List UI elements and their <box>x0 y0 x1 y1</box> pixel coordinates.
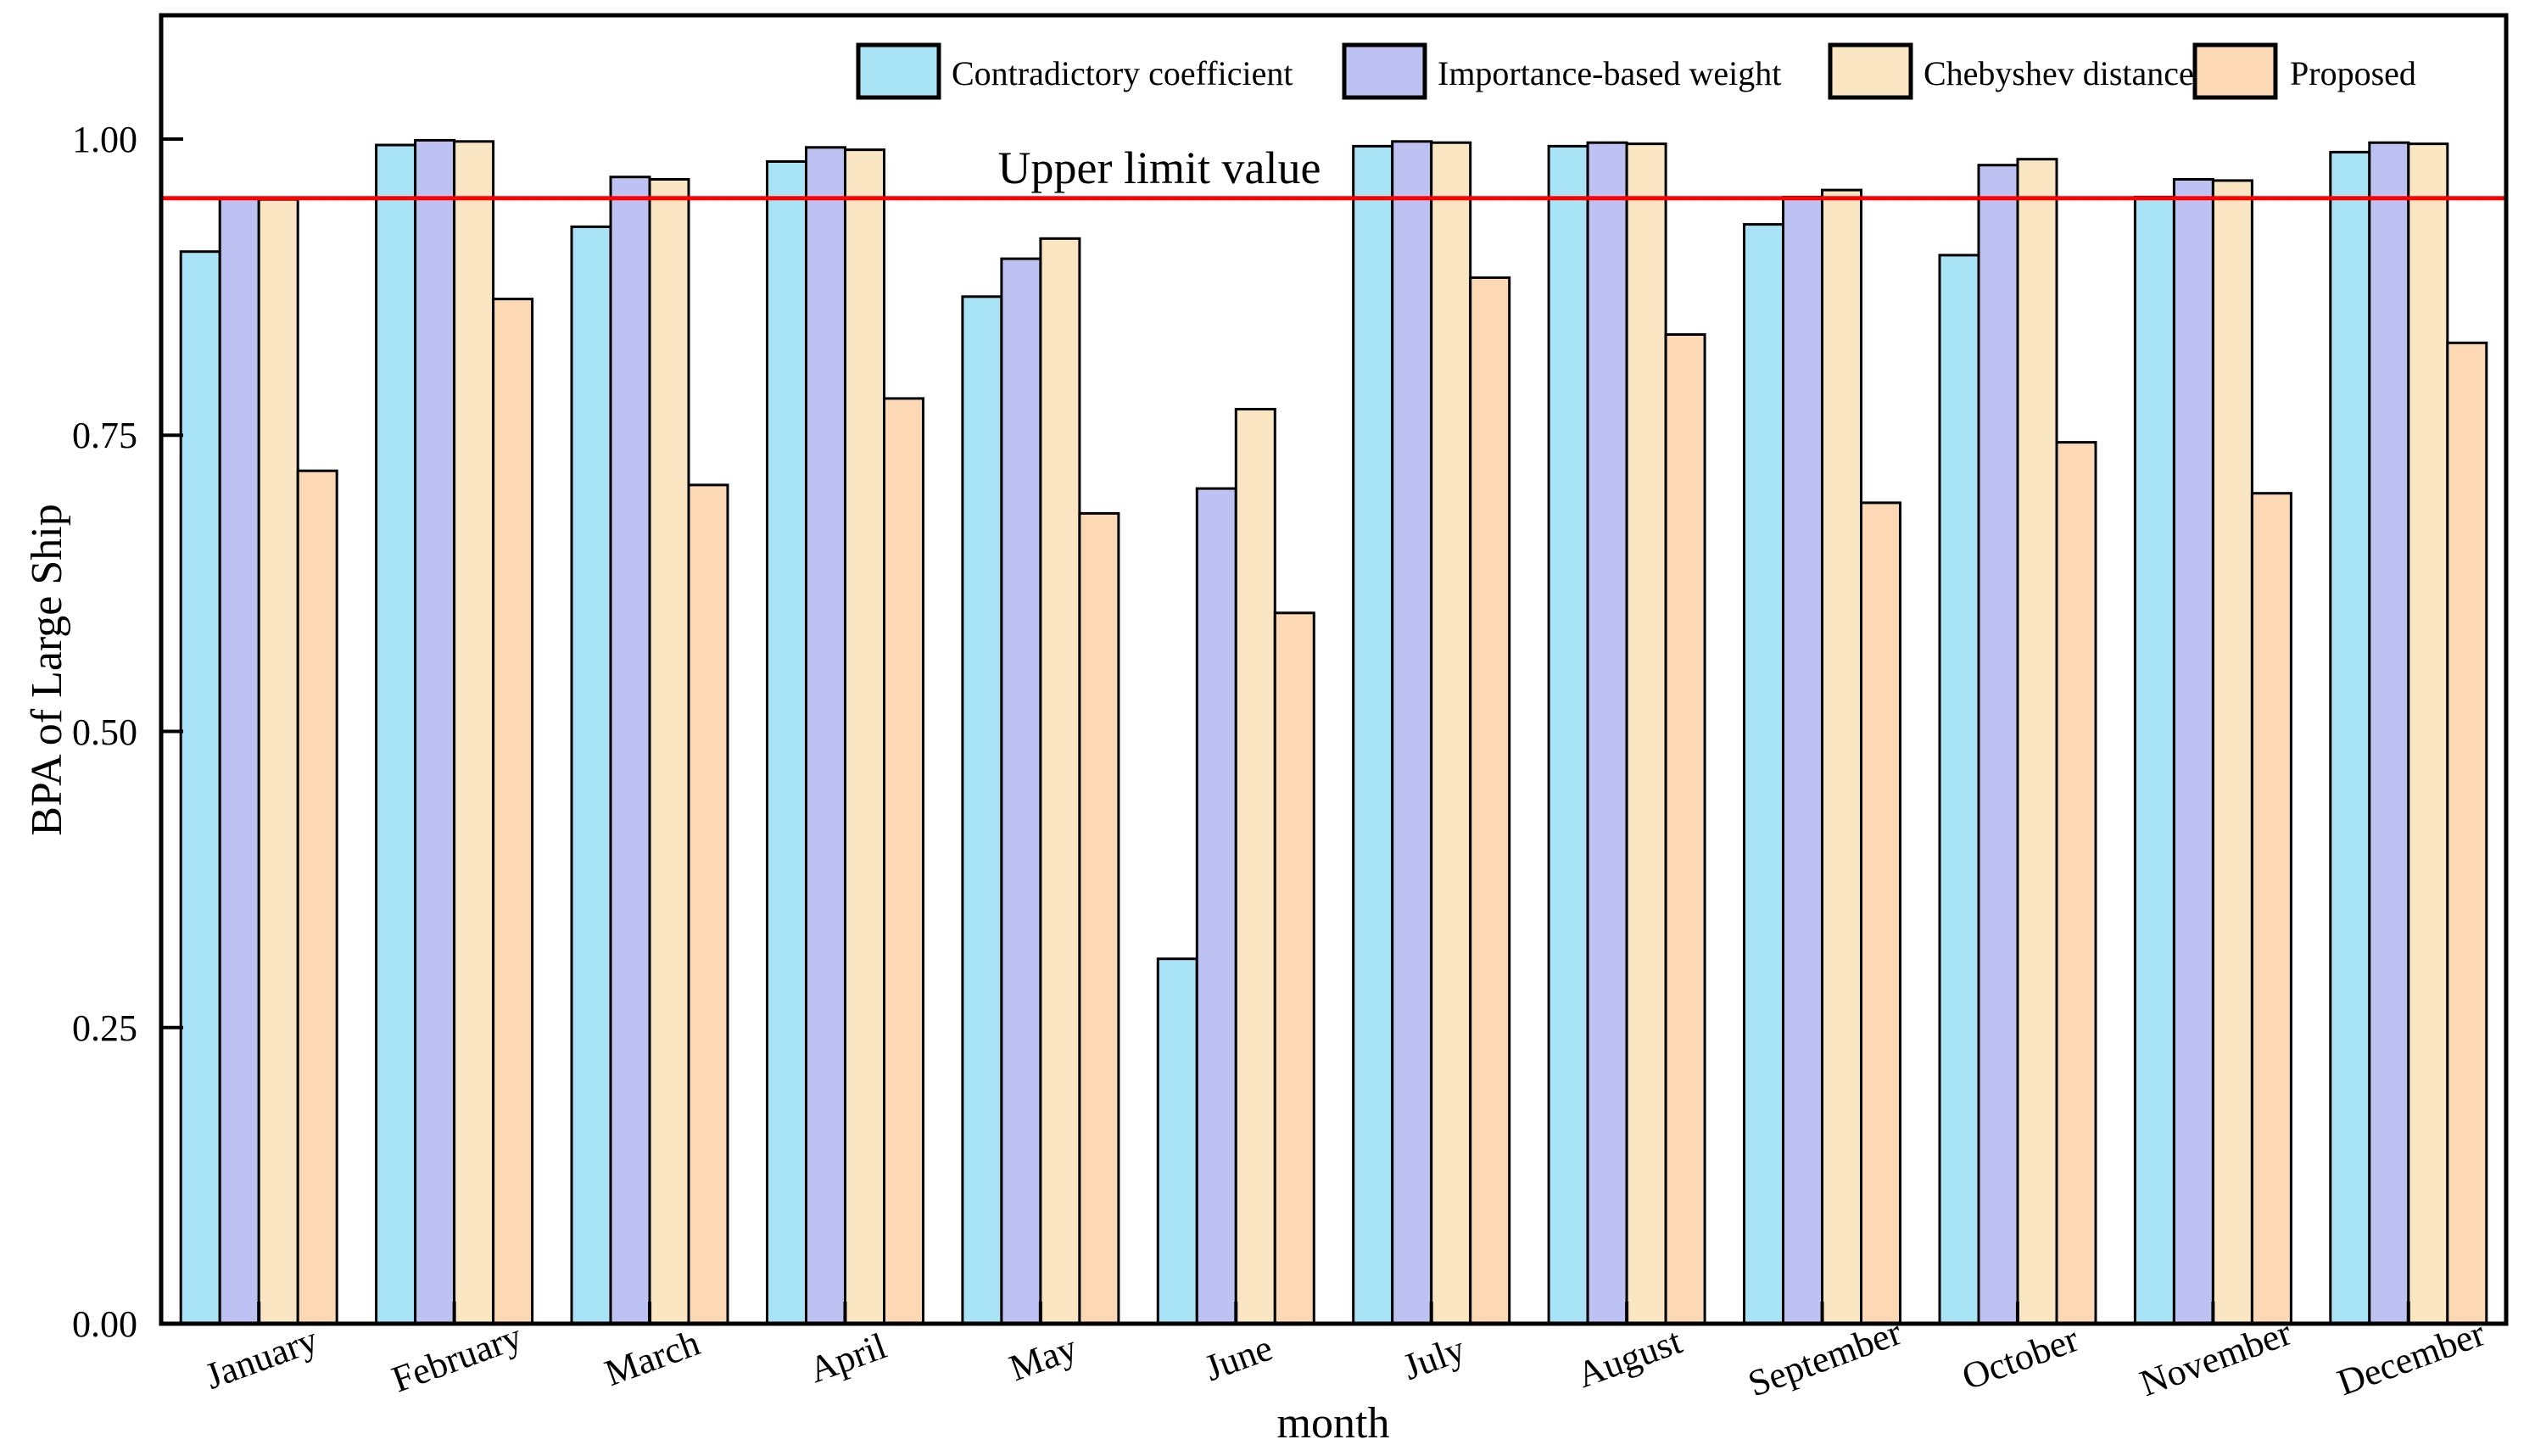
bar <box>648 178 690 1325</box>
bar <box>375 143 417 1325</box>
bar <box>2368 141 2410 1325</box>
bar <box>218 197 260 1325</box>
bar <box>1821 188 1862 1325</box>
bar <box>257 198 299 1325</box>
y-tick-label: 0.75 <box>72 415 137 456</box>
y-tick-label: 1.00 <box>72 119 137 160</box>
bar <box>1234 408 1276 1325</box>
bar <box>570 225 612 1325</box>
bar <box>2250 492 2292 1325</box>
bar <box>2172 178 2214 1325</box>
bar <box>1547 144 1589 1325</box>
bar <box>609 176 651 1325</box>
bar <box>453 140 495 1325</box>
bar <box>2329 150 2371 1325</box>
bar <box>805 146 846 1325</box>
bar <box>492 298 534 1325</box>
bar <box>1352 144 1394 1325</box>
bar <box>414 138 456 1325</box>
bar <box>883 397 924 1325</box>
bar <box>687 483 729 1325</box>
bar <box>179 250 221 1325</box>
x-tick-label: February <box>387 1315 528 1400</box>
bar <box>1743 223 1784 1325</box>
bar <box>2211 179 2253 1325</box>
x-tick-label: June <box>1199 1327 1278 1390</box>
bar <box>2055 441 2097 1325</box>
bar <box>1625 142 1667 1325</box>
x-tick-label: October <box>1957 1318 2084 1398</box>
bar <box>1664 333 1706 1325</box>
legend-label-importance-based-weight: Importance-based weight <box>1438 54 1781 92</box>
bar <box>2016 158 2058 1325</box>
bar <box>2133 195 2175 1325</box>
plot-frame <box>159 13 2509 1326</box>
bar <box>1156 957 1198 1325</box>
legend-label-contradictory-coefficient: Contradictory coefficient <box>952 54 1293 92</box>
bar <box>1860 501 1901 1325</box>
x-tick-label: July <box>1398 1328 1471 1388</box>
bar <box>844 148 885 1325</box>
bar <box>1782 195 1823 1325</box>
legend-label-chebyshev-distance: Chebyshev distance <box>1924 54 2194 92</box>
y-tick-label: 0.25 <box>72 1007 137 1049</box>
x-axis-title: month <box>1277 1399 1390 1448</box>
x-tick-label: December <box>2332 1312 2491 1403</box>
bar <box>1000 257 1042 1325</box>
bar <box>1977 164 2019 1325</box>
x-tick-label: January <box>200 1319 323 1397</box>
bar <box>2446 341 2488 1325</box>
bar <box>1195 487 1237 1325</box>
x-tick-label: May <box>1004 1327 1083 1390</box>
bar <box>296 469 338 1325</box>
bar <box>1391 140 1433 1325</box>
bar <box>1586 141 1628 1325</box>
x-tick-label: August <box>1572 1320 1687 1397</box>
bars-layer <box>179 138 2488 1325</box>
bar <box>961 295 1003 1325</box>
x-tick-label: April <box>804 1325 892 1391</box>
bar <box>1430 141 1472 1325</box>
legend: Contradictory coefficient Importance-bas… <box>856 42 2416 100</box>
bar <box>1078 511 1120 1325</box>
bar <box>1469 276 1511 1325</box>
y-axis-title: BPA of Large Ship <box>23 504 71 836</box>
legend-label-proposed: Proposed <box>2290 54 2416 92</box>
x-tick-label: March <box>600 1322 706 1394</box>
legend-swatch-chebyshev-distance <box>1828 42 1913 100</box>
y-tick-label: 0.50 <box>72 711 137 753</box>
upper-limit-annotation: Upper limit value <box>998 142 1321 193</box>
y-tick-label: 0.00 <box>72 1303 137 1345</box>
legend-swatch-proposed <box>2192 42 2278 100</box>
bar <box>2407 142 2449 1325</box>
legend-swatch-contradictory-coefficient <box>856 42 941 100</box>
bar <box>766 160 807 1325</box>
bar <box>1039 237 1081 1325</box>
bar <box>1938 254 1980 1325</box>
bar <box>1273 611 1315 1325</box>
legend-swatch-importance-based-weight <box>1342 42 1427 100</box>
